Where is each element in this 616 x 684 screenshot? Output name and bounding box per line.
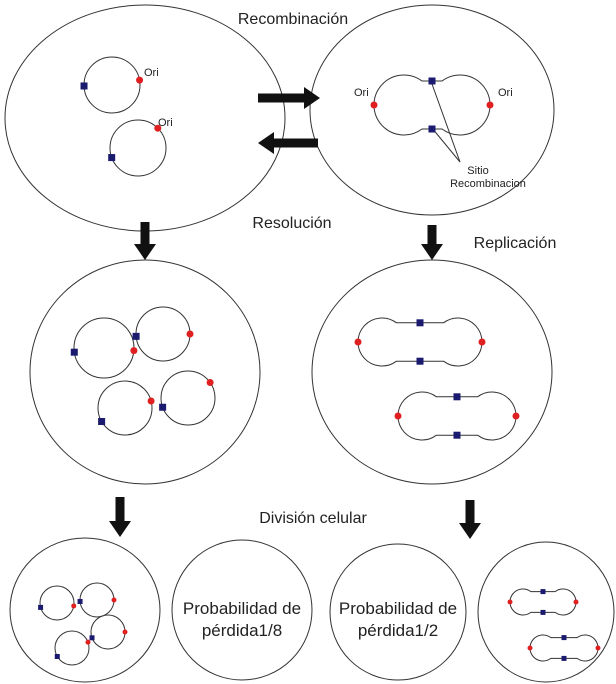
ori-dot xyxy=(513,413,520,420)
site-square xyxy=(159,404,166,411)
recombination-title: Recombinación xyxy=(238,11,348,28)
ori-dot xyxy=(71,603,76,608)
loss-text: Probabilidad de xyxy=(339,599,457,618)
arrow xyxy=(459,500,481,539)
site-square xyxy=(38,605,43,610)
site-square xyxy=(429,78,436,85)
cell xyxy=(30,260,260,484)
cell xyxy=(312,260,552,484)
ori-dot xyxy=(112,598,117,603)
site-square xyxy=(108,154,115,161)
site-square xyxy=(417,319,424,326)
site-square xyxy=(71,349,78,356)
loss-text: Probabilidad de xyxy=(183,599,301,618)
replication-title: Replicación xyxy=(474,235,557,252)
site-square xyxy=(90,635,95,640)
arrow xyxy=(109,497,131,537)
diagram: Recombinación Resolución Replicación Div… xyxy=(0,0,616,684)
plasmid xyxy=(84,57,140,113)
site-square xyxy=(98,418,105,425)
site-square xyxy=(562,656,567,661)
site-square xyxy=(429,126,436,133)
ori-dot xyxy=(130,347,137,354)
arrow xyxy=(134,222,156,260)
ori-dot xyxy=(207,379,214,386)
site-square xyxy=(81,82,88,89)
plasmid xyxy=(91,615,125,649)
site-square xyxy=(541,610,546,615)
ori-label: Ori xyxy=(498,87,513,99)
resolution-title: Resolución xyxy=(252,215,331,232)
plasmid xyxy=(161,371,215,425)
site-square xyxy=(454,393,461,400)
ori-dot xyxy=(123,630,128,635)
arrow xyxy=(421,225,443,260)
pointer-line xyxy=(432,84,460,162)
ori-dot xyxy=(395,413,402,420)
site-label: Recombinacion xyxy=(450,178,526,190)
plasmid xyxy=(74,318,134,378)
plasmid xyxy=(40,586,74,620)
ori-dot xyxy=(136,77,143,84)
arrow xyxy=(258,87,320,109)
ori-dot xyxy=(508,600,513,605)
cell xyxy=(5,5,285,231)
ori-label: Ori xyxy=(354,87,369,99)
site-label: Sitio xyxy=(467,165,488,177)
ori-dot xyxy=(85,640,90,645)
plasmid xyxy=(55,631,89,665)
ori-dot xyxy=(528,646,533,651)
site-square xyxy=(78,599,83,604)
cell xyxy=(10,538,160,682)
site-square xyxy=(133,333,140,340)
site-square xyxy=(55,654,60,659)
site-square xyxy=(417,358,424,365)
pointer-line xyxy=(432,128,460,162)
ori-dot xyxy=(355,339,362,346)
ori-dot xyxy=(487,102,494,109)
ori-dot xyxy=(596,646,601,651)
ori-dot xyxy=(574,600,579,605)
ori-dot xyxy=(154,125,161,132)
ori-label: Ori xyxy=(144,67,159,79)
division-title: División celular xyxy=(259,510,367,527)
site-square xyxy=(562,635,567,640)
site-square xyxy=(454,432,461,439)
plasmid xyxy=(136,307,190,361)
arrow xyxy=(258,132,318,154)
ori-dot xyxy=(187,331,194,338)
ori-dot xyxy=(371,102,378,109)
plasmid xyxy=(80,583,114,617)
plasmid xyxy=(98,381,152,435)
ori-dot xyxy=(148,398,155,405)
site-square xyxy=(541,589,546,594)
loss-text: pérdida1/8 xyxy=(202,621,282,640)
loss-text: pérdida1/2 xyxy=(358,621,438,640)
ori-dot xyxy=(479,339,486,346)
